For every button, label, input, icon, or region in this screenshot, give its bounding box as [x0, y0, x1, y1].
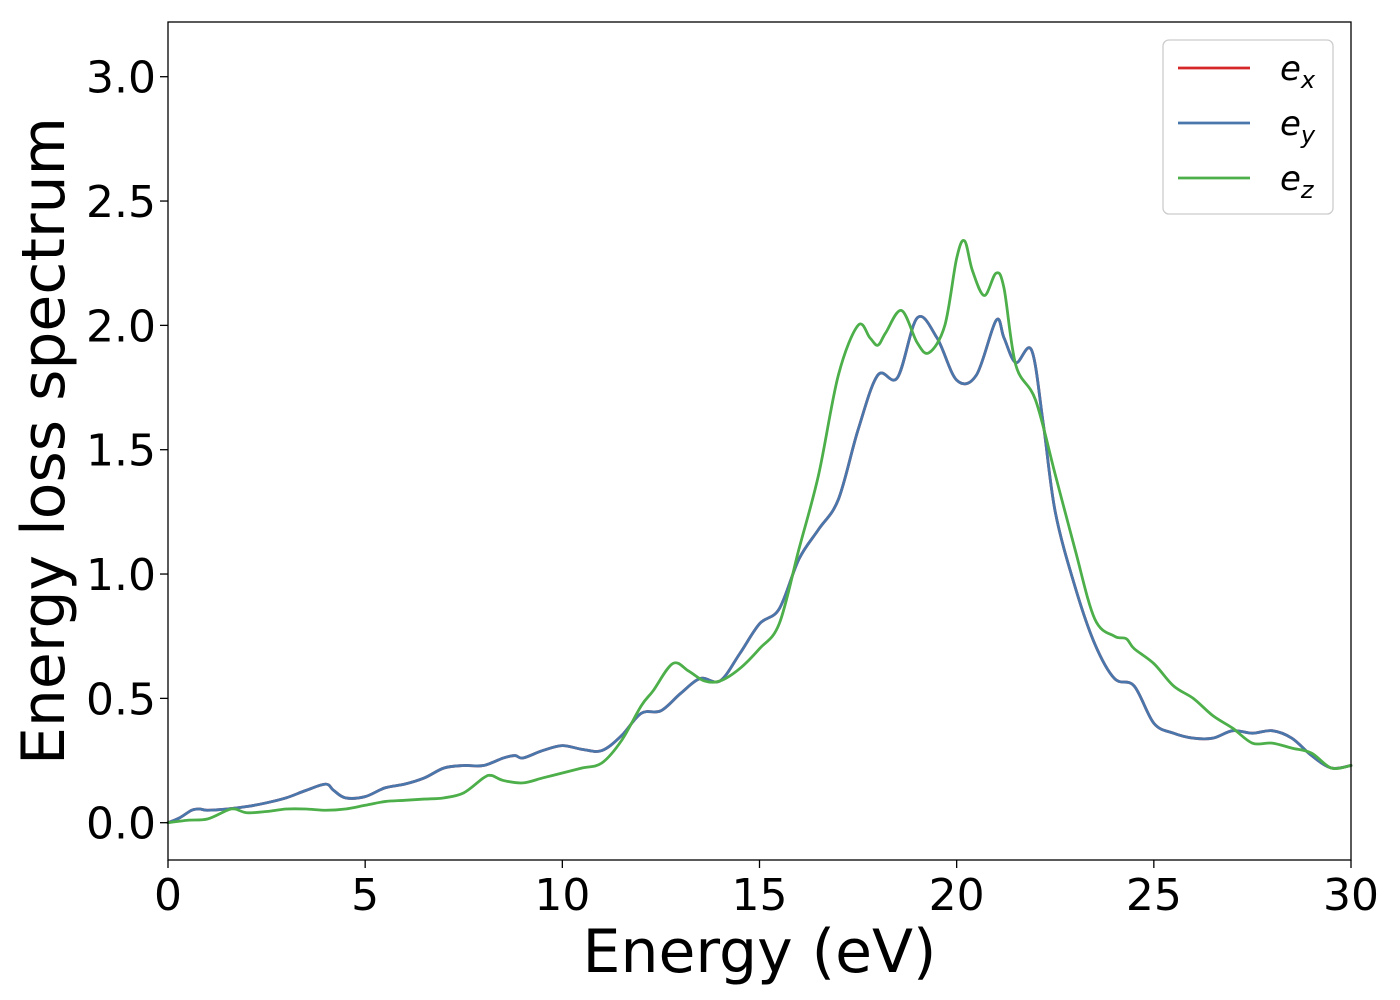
x-axis-ticks: 0 5 10 15 20 25 30 [154, 860, 1379, 921]
x-tick-label: 10 [534, 870, 590, 921]
legend-label-e-x: ex [1280, 49, 1316, 94]
x-tick-label: 0 [154, 870, 182, 921]
legend-label-e-y: ey [1280, 104, 1316, 149]
x-tick-label: 5 [351, 870, 379, 921]
y-tick-label: 1.5 [86, 426, 156, 477]
x-tick-label: 25 [1126, 870, 1182, 921]
series-line-e-x [166, 315, 1353, 825]
x-axis-title: Energy (eV) [583, 917, 937, 987]
y-tick-label: 2.0 [86, 301, 156, 352]
x-tick-label: 20 [929, 870, 985, 921]
x-tick-label: 30 [1323, 870, 1379, 921]
series-layer [166, 238, 1353, 825]
series-line-e-z [166, 238, 1353, 825]
legend-box [1162, 39, 1334, 215]
y-tick-label: 0.0 [86, 799, 156, 850]
y-axis-title: Energy loss spectrum [9, 117, 79, 765]
x-tick-label: 15 [732, 870, 788, 921]
legend: ex ey ez [1162, 39, 1334, 215]
y-axis-ticks: 0.0 0.5 1.0 1.5 2.0 2.5 3.0 [86, 53, 168, 850]
series-line-e-y [166, 315, 1353, 825]
y-tick-label: 3.0 [86, 53, 156, 104]
y-tick-label: 1.0 [86, 550, 156, 601]
y-tick-label: 2.5 [86, 177, 156, 228]
y-tick-label: 0.5 [86, 674, 156, 725]
legend-label-e-z: ez [1280, 159, 1315, 204]
